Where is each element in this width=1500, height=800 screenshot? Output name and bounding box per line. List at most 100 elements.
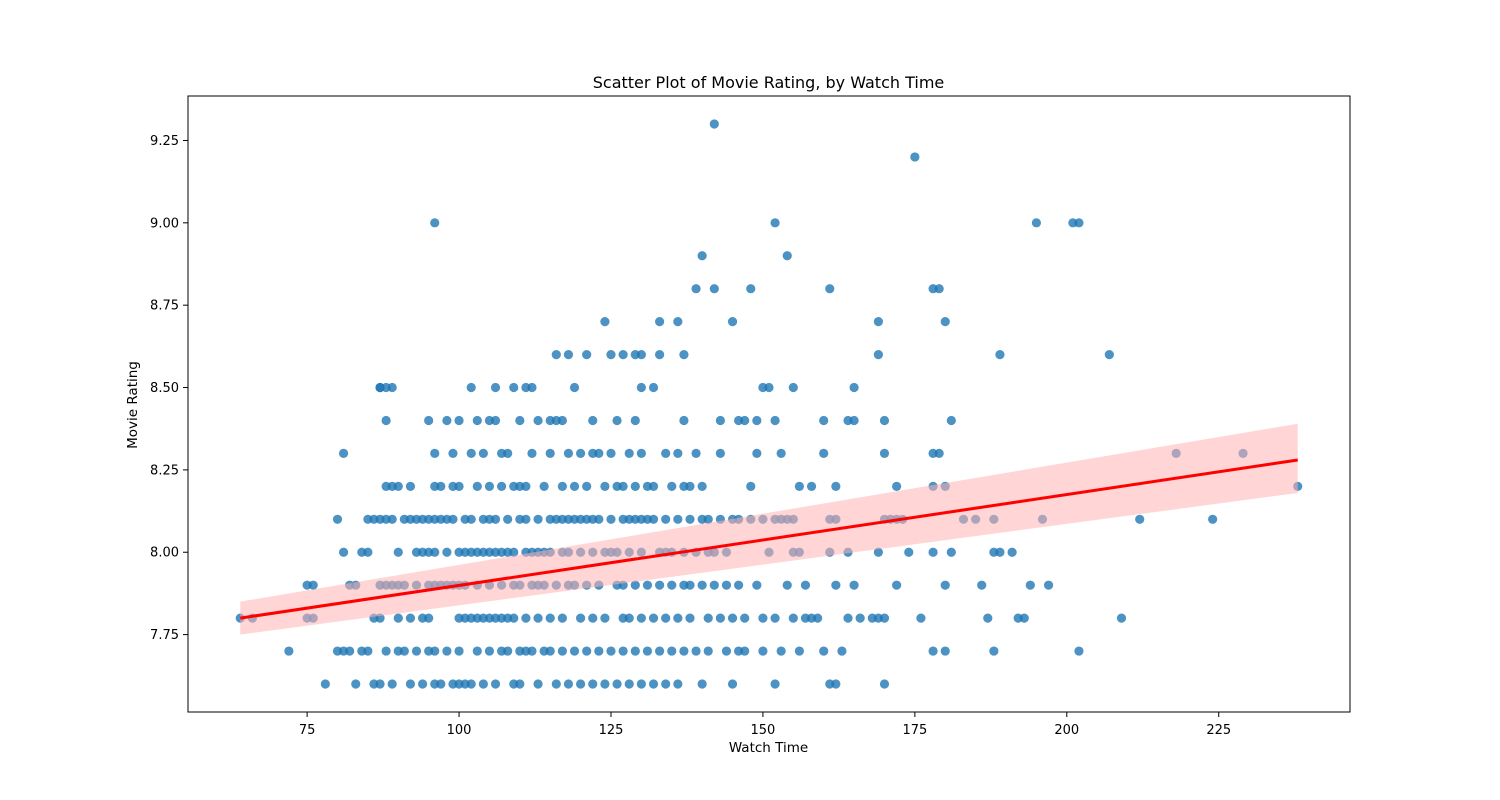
data-point (831, 580, 841, 590)
data-point (740, 613, 750, 623)
data-point (636, 679, 646, 689)
data-point (576, 679, 586, 689)
data-point (758, 646, 768, 656)
data-point (1208, 514, 1218, 524)
data-point (934, 284, 944, 294)
data-point (940, 580, 950, 590)
data-point (551, 349, 561, 360)
data-point (496, 481, 507, 491)
data-point (697, 251, 707, 261)
data-point (831, 481, 841, 491)
y-tick-label: 8.25 (150, 463, 179, 478)
data-point (308, 580, 318, 590)
data-point (648, 382, 659, 393)
data-point (411, 646, 422, 656)
data-point (697, 481, 707, 491)
data-point (995, 349, 1005, 360)
data-point (788, 382, 798, 393)
data-point (436, 481, 446, 491)
data-point (630, 646, 640, 656)
data-point (582, 349, 592, 360)
data-point (873, 349, 883, 360)
data-point (673, 514, 683, 524)
data-point (648, 679, 659, 689)
data-point (806, 481, 817, 491)
data-point (776, 646, 786, 656)
data-point (697, 580, 707, 590)
data-point (563, 679, 574, 689)
data-point (685, 514, 695, 524)
data-point (387, 679, 397, 689)
plot-background (188, 96, 1350, 712)
data-point (655, 317, 665, 327)
y-tick-label: 8.00 (150, 546, 179, 561)
data-point (928, 646, 938, 656)
data-point (430, 646, 440, 656)
x-tick-label: 150 (751, 723, 776, 738)
data-point (788, 613, 798, 623)
data-point (600, 613, 610, 623)
data-point (533, 415, 543, 426)
data-point (655, 646, 665, 656)
data-point (606, 514, 616, 524)
data-point (661, 448, 671, 459)
data-point (703, 613, 713, 623)
data-point (630, 415, 640, 426)
data-point (916, 613, 926, 623)
data-point (770, 679, 780, 689)
x-tick-label: 225 (1206, 723, 1231, 738)
data-point (472, 481, 482, 491)
confidence-band (240, 423, 1298, 635)
data-point (752, 448, 762, 459)
data-point (825, 284, 835, 294)
data-point (563, 349, 574, 360)
data-point (582, 481, 592, 491)
data-point (569, 481, 580, 491)
data-point (539, 481, 549, 491)
data-point (424, 415, 434, 426)
data-point (454, 481, 464, 491)
data-point (557, 481, 567, 491)
data-point (630, 580, 640, 590)
x-axis-label: Watch Time (729, 740, 808, 756)
data-point (594, 514, 604, 524)
data-point (673, 613, 683, 623)
data-point (655, 580, 665, 590)
data-point (612, 415, 622, 426)
data-point (490, 382, 501, 393)
data-point (442, 415, 452, 426)
data-point (758, 613, 768, 623)
data-point (630, 481, 640, 491)
data-point (928, 547, 938, 557)
data-point (490, 514, 501, 524)
data-point (667, 481, 677, 491)
data-point (879, 415, 890, 426)
data-point (600, 317, 610, 327)
data-point (1135, 514, 1145, 524)
data-point (363, 646, 373, 656)
data-point (594, 448, 604, 459)
data-point (746, 284, 756, 294)
data-point (715, 415, 725, 426)
data-point (691, 284, 701, 294)
data-point (673, 448, 683, 459)
data-point (417, 679, 428, 689)
data-point (1007, 547, 1017, 557)
data-point (782, 251, 792, 261)
data-point (892, 580, 902, 590)
data-point (284, 646, 294, 656)
data-point (782, 580, 792, 590)
data-point (503, 448, 513, 459)
data-point (320, 679, 330, 689)
data-point (849, 382, 859, 393)
data-point (484, 481, 495, 491)
data-point (709, 284, 719, 294)
data-point (405, 613, 416, 623)
data-point (624, 613, 634, 623)
axes: 75 100 125 150 175 200 225 7.75 8.00 8.25 8.50 8.75… (150, 95, 1351, 738)
data-point (636, 448, 646, 459)
data-point (977, 580, 987, 590)
data-point (655, 349, 665, 360)
data-point (430, 448, 440, 459)
data-point (503, 514, 513, 524)
